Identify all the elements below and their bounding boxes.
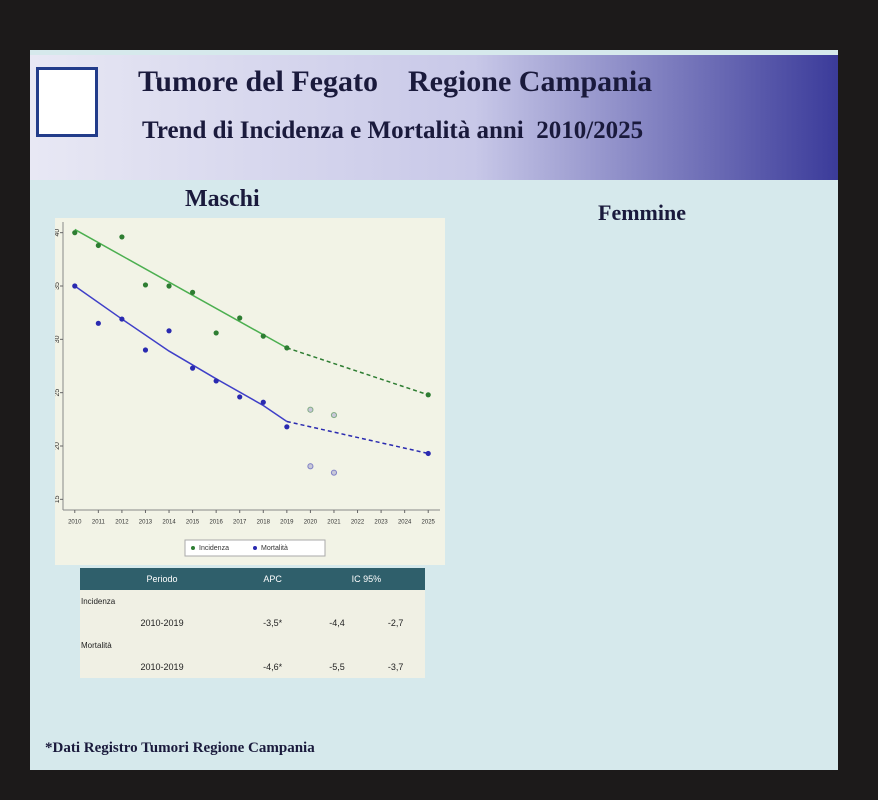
y-tick-label: 30 [55,335,61,343]
heading: Maschi [185,186,260,212]
x-tick-label: 2014 [162,520,176,526]
data-point [72,283,78,289]
x-tick-label: 2012 [115,520,129,526]
x-tick-label: 2021 [327,520,341,526]
cell: IC 95% [307,568,425,590]
data-point [307,463,314,470]
slide-title: Tumore del Fegato Regione Campania [138,65,653,98]
data-point [284,345,290,351]
cell: -4,6* [263,662,283,672]
cell: Periodo [86,568,238,590]
slide-subtitle: Trend di Incidenza e Mortalità anni 2010… [142,117,644,144]
trend-line [74,228,288,349]
y-tick-label: 15 [55,495,61,503]
legend-marker [191,546,195,550]
data-point [260,333,266,339]
chart-background [55,218,445,565]
footnote: *Dati Registro Tumori Regione Campania [45,740,315,756]
x-tick-label: 2016 [209,520,223,526]
x-tick-label: 2010 [68,520,82,526]
data-point [213,378,219,384]
data-point [95,320,101,326]
data-point [166,283,172,289]
data-point [330,469,338,476]
legend-label: Incidenza [199,545,229,552]
y-tick-label: 40 [55,229,61,237]
legend-marker [253,546,257,550]
group-label: Incidenza [81,596,116,606]
data-point [237,394,243,400]
y-tick-label: 25 [55,389,61,397]
data-point [307,406,314,413]
trend-line [74,285,288,423]
data-point [237,315,243,321]
cell: -5,5 [329,662,345,672]
projection-line [286,347,429,396]
data-point [142,282,149,288]
data-point [119,234,125,240]
y-tick-label: 35 [55,282,61,290]
data-point [425,392,431,398]
y-axis-label: ASR [55,364,57,378]
x-tick-label: 2024 [398,520,412,526]
x-tick-label: 2015 [186,520,200,526]
x-tick-label: 2020 [304,520,318,526]
data-point [166,328,172,334]
x-tick-label: 2017 [233,520,247,526]
stats-table: Periodo APC IC 95% Incidenza 2010-2019 -3… [80,568,425,678]
cell: -2,7 [387,618,404,628]
data-point [284,424,290,430]
data-point [119,316,125,322]
x-tick-label: 2023 [374,520,388,526]
data-point [189,365,196,371]
data-point [72,230,78,236]
cell: -3,5* [263,618,283,628]
cell [80,568,87,590]
chart: 152025303540ASR2010201120122013201420152… [55,218,445,565]
x-tick-label: 2025 [422,520,436,526]
data-point [142,347,149,353]
cell: -3,7 [387,662,404,672]
x-tick-label: 2018 [257,520,271,526]
group-label: Mortalità [81,640,112,650]
projection-line [286,420,429,455]
cell: 2010-2019 [140,662,184,672]
data-point [330,411,338,419]
logo [36,67,98,137]
cell: APC [237,568,308,590]
cell: -4,4 [329,618,345,628]
header-band: Tumore del Fegato Regione Campania Trend… [30,55,838,180]
table-header: Periodo APC IC 95% [80,568,425,590]
heading: Femmine [598,200,686,225]
x-tick-label: 2013 [139,520,153,526]
data-point [95,242,101,249]
data-point [425,450,431,457]
data-point [260,399,266,405]
data-point [213,330,219,336]
x-tick-label: 2019 [280,520,294,526]
cell: 2010-2019 [140,618,184,628]
data-point [189,289,196,295]
x-tick-label: 2011 [92,520,106,526]
y-tick-label: 20 [55,442,61,450]
x-tick-label: 2022 [351,520,365,526]
legend-label: Mortalità [261,545,288,552]
